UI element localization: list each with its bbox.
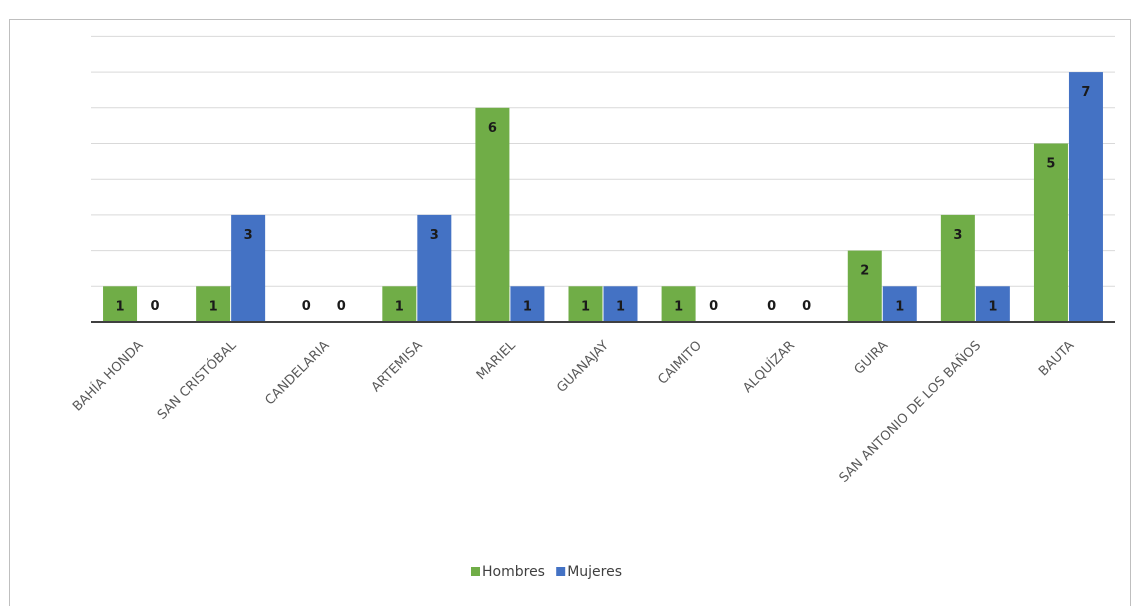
bar-hombres xyxy=(661,286,696,322)
legend-swatch-hombres xyxy=(471,567,480,576)
data-label: 1 xyxy=(116,299,125,314)
chart-title-strip xyxy=(0,0,1132,20)
data-label: 1 xyxy=(395,299,404,314)
bar-mujeres xyxy=(975,286,1010,322)
legend-label-mujeres: Mujeres xyxy=(567,564,622,580)
data-label: 1 xyxy=(616,299,625,314)
legend-label-hombres: Hombres xyxy=(482,564,545,580)
data-label: 0 xyxy=(767,299,776,314)
x-tick-label: GUIRA xyxy=(852,338,892,378)
data-label: 0 xyxy=(337,299,346,314)
chart-area: 1 0 1 3 0 0 1 3 6 1 1 1 1 0 0 0 2 1 3 1 5 7 BAHÍA HONDA SAN CRI… xyxy=(9,19,1131,606)
bar-mujeres xyxy=(510,286,545,322)
bar-hombres xyxy=(940,214,975,322)
data-label: 1 xyxy=(895,299,904,314)
bar-hombres xyxy=(1033,143,1068,322)
x-tick-label: CANDELARIA xyxy=(262,338,332,408)
x-tick-label: ALQUÍZAR xyxy=(740,338,798,396)
data-label: 1 xyxy=(988,299,997,314)
bar-chart: 1 0 1 3 0 0 1 3 6 1 1 1 1 0 0 0 2 1 3 1 5 7 BAHÍA HONDA SAN CRI… xyxy=(69,35,1115,580)
bar-hombres xyxy=(475,107,510,322)
legend-swatch-mujeres xyxy=(556,567,566,576)
bar-mujeres xyxy=(231,214,266,322)
data-label: 2 xyxy=(860,264,869,279)
data-label: 1 xyxy=(209,299,218,314)
x-tick-label: CAIMITO xyxy=(655,338,705,388)
data-label: 1 xyxy=(581,299,590,314)
x-tick-label: SAN CRISTÓBAL xyxy=(154,337,240,423)
bar-hombres xyxy=(847,250,882,322)
bar-mujeres xyxy=(417,214,452,322)
bar-mujeres xyxy=(1068,72,1103,322)
bar-hombres xyxy=(103,286,138,322)
data-label: 0 xyxy=(709,299,718,314)
data-label: 3 xyxy=(430,228,439,243)
data-label: 5 xyxy=(1046,157,1055,172)
data-label: 1 xyxy=(674,299,683,314)
x-tick-label: MARIEL xyxy=(474,338,519,383)
x-tick-label: BAHÍA HONDA xyxy=(69,337,146,414)
data-label: 1 xyxy=(523,299,532,314)
x-tick-label: GUANAJAY xyxy=(554,338,612,396)
data-label: 3 xyxy=(244,228,253,243)
bar-mujeres xyxy=(603,286,638,322)
data-label: 3 xyxy=(953,228,962,243)
x-tick-label: ARTEMISA xyxy=(369,338,426,395)
bar-hombres xyxy=(568,286,603,322)
data-label: 7 xyxy=(1081,85,1090,100)
bar-hombres xyxy=(382,286,417,322)
data-label: 0 xyxy=(302,299,311,314)
data-label: 0 xyxy=(151,299,160,314)
x-tick-label: BAUTA xyxy=(1036,338,1077,379)
data-label: 0 xyxy=(802,299,811,314)
bar-hombres xyxy=(196,286,231,322)
data-label: 6 xyxy=(488,121,497,136)
bar-mujeres xyxy=(882,286,917,322)
